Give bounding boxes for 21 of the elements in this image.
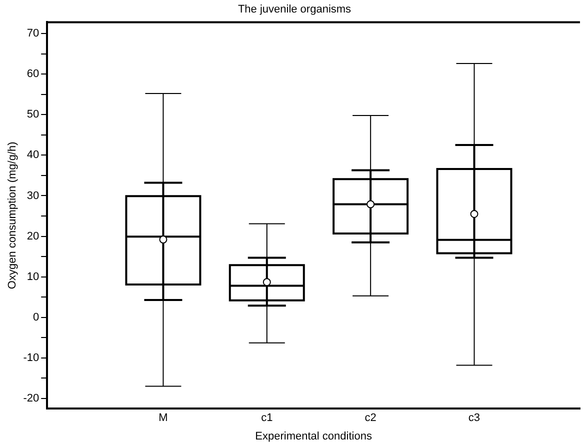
y-tick-label: 30 [26, 190, 40, 202]
x-tick-label: c2 [364, 412, 376, 424]
y-tick-label: -20 [23, 392, 40, 404]
y-tick-label: 10 [26, 270, 40, 283]
chart-title: The juvenile organisms [238, 4, 352, 16]
point [470, 210, 478, 218]
y-axis-title: Oxygen consumption (mg/g/h) [6, 142, 19, 290]
y-tick-label: 0 [32, 311, 40, 324]
x-axis-title: Experimental conditions [255, 430, 372, 442]
point [159, 236, 168, 244]
point [262, 278, 271, 286]
y-tick-label: -10 [23, 352, 40, 364]
y-tick-label: 50 [26, 108, 40, 121]
y-tick-label: 70 [26, 28, 40, 40]
x-tick-label: c3 [468, 412, 480, 424]
point [366, 200, 375, 208]
y-tick-label: 40 [26, 149, 40, 162]
y-tick-label: 20 [26, 230, 40, 242]
x-tick-label: c1 [261, 412, 273, 424]
y-tick-label: 60 [26, 68, 40, 80]
x-tick-label: M [158, 412, 168, 424]
